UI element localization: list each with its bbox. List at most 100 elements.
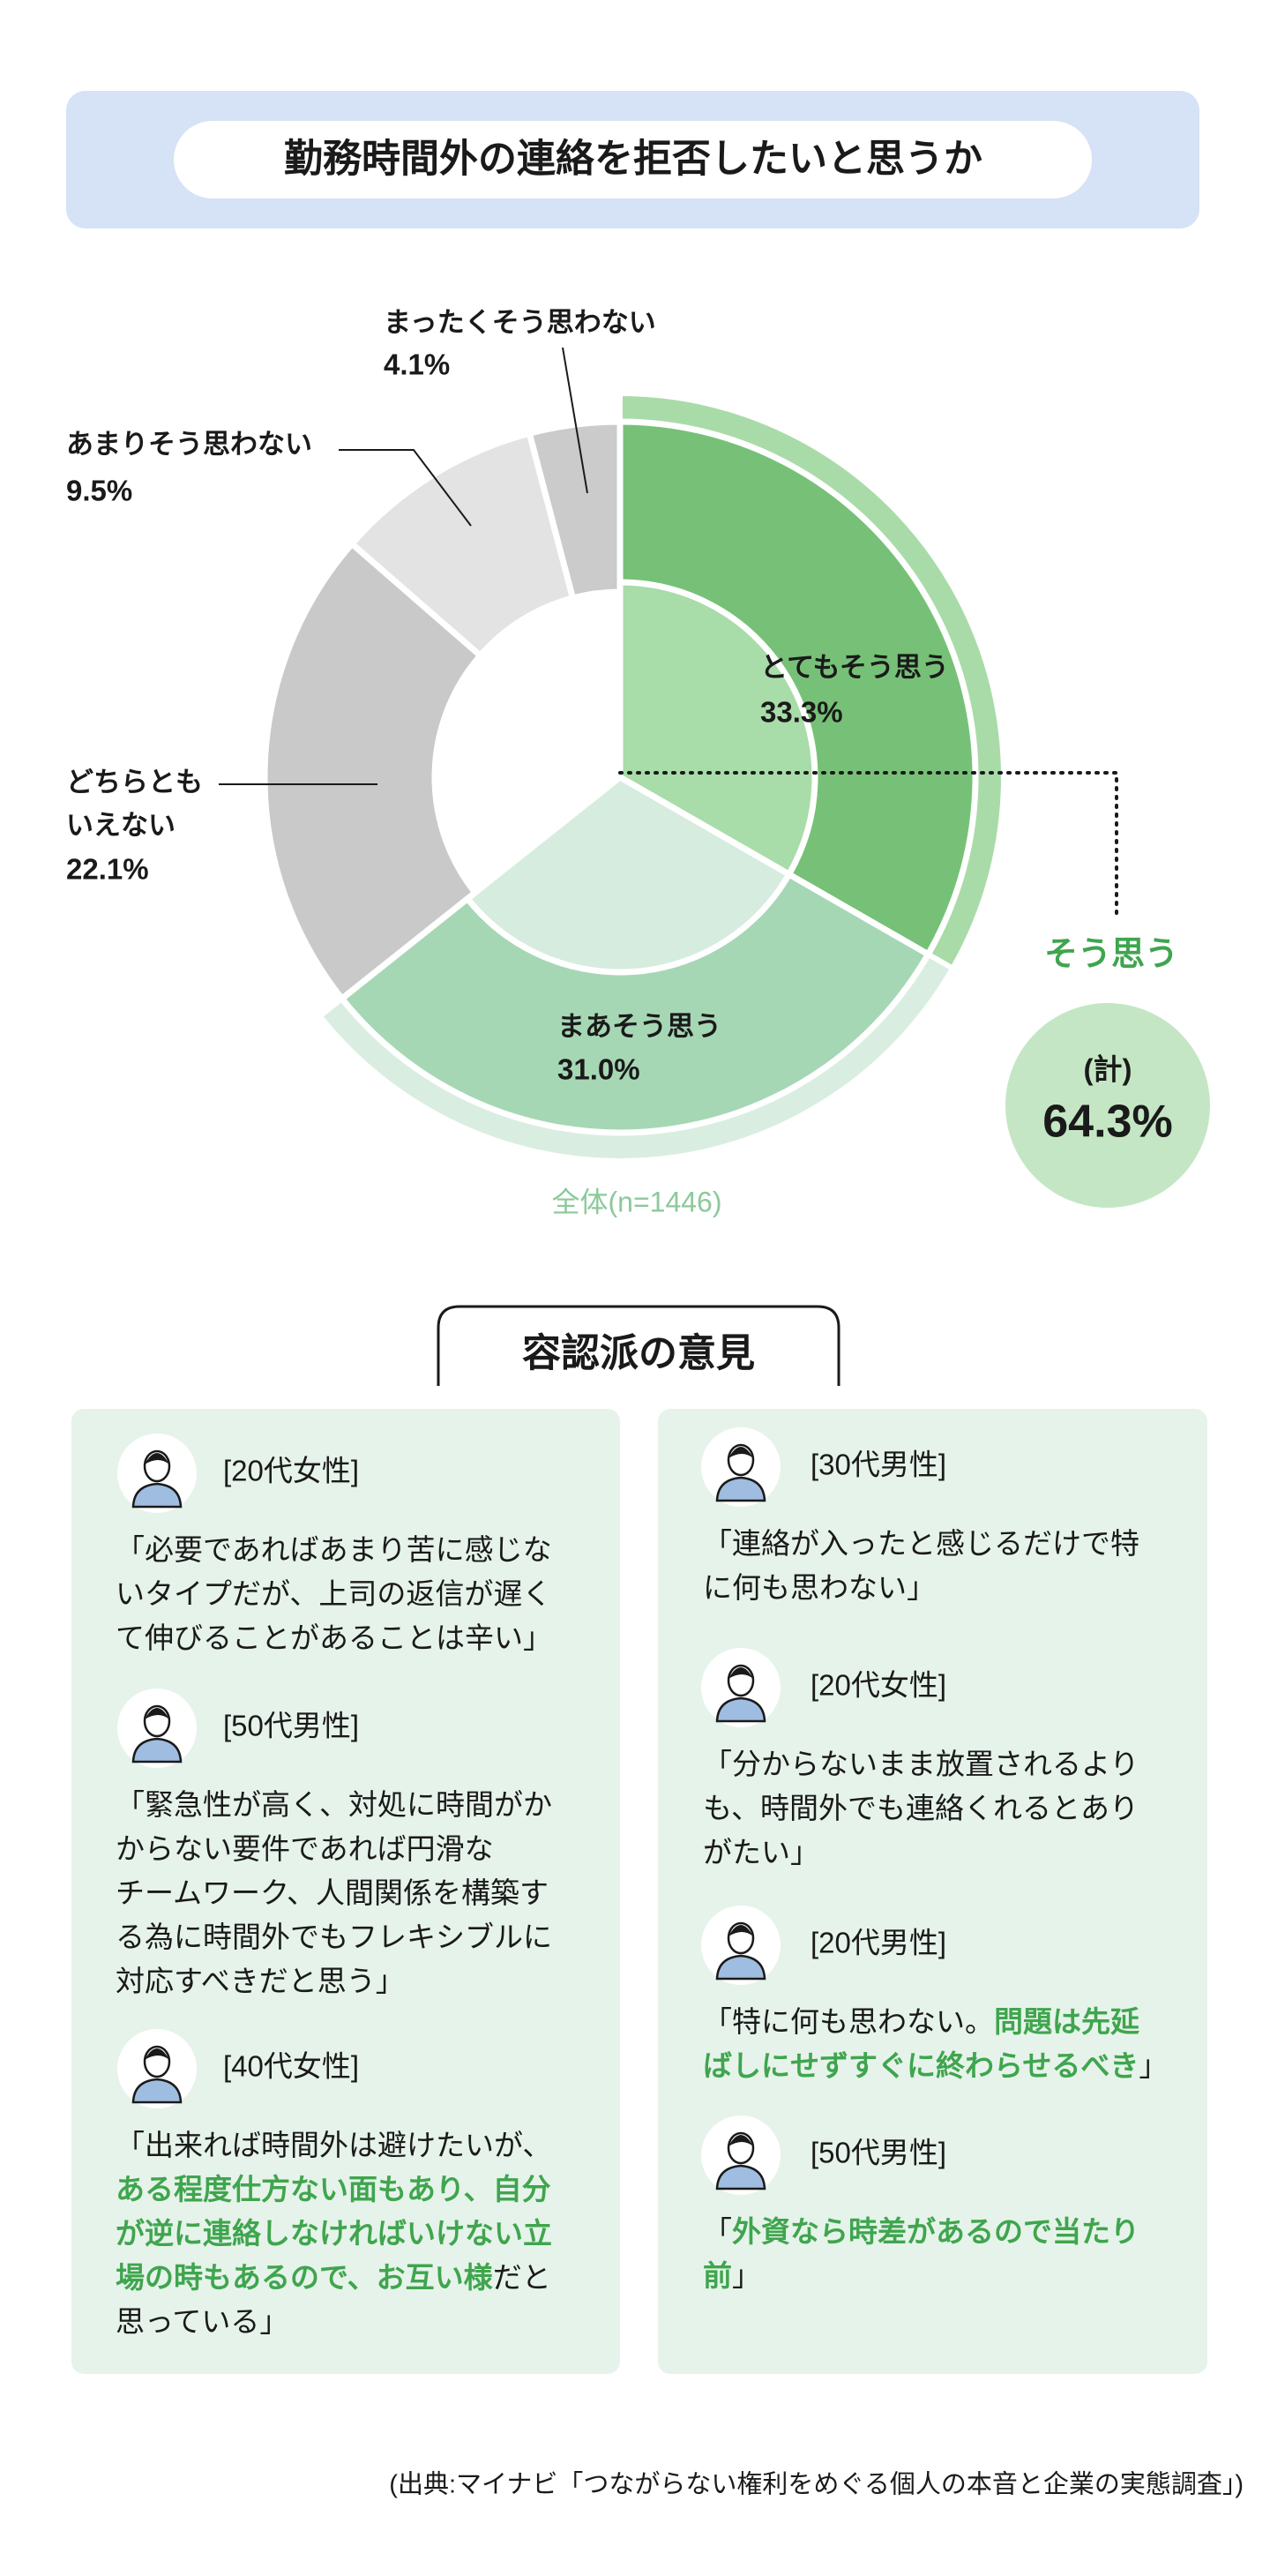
quote-segment: 外資なら時差があるので当たり bbox=[732, 2215, 1139, 2248]
quote-segment: 」 bbox=[1139, 2049, 1168, 2082]
quote-segment: いタイプだが、上司の返信が遅く bbox=[116, 1577, 551, 1610]
speaker-label: [30代男性] bbox=[811, 1449, 946, 1481]
category-label: まあそう思う bbox=[557, 1011, 721, 1042]
quote-segment: からない要件であれば円滑な bbox=[116, 1832, 494, 1865]
title-pill bbox=[174, 121, 1092, 198]
avatar-hair bbox=[728, 2135, 753, 2146]
quote-segment: ばしにせずすぐに終わらせるべき bbox=[703, 2049, 1139, 2082]
total-label: そう思う bbox=[1044, 936, 1178, 973]
quote-line: ある程度仕方ない面もあり、自分 bbox=[116, 2173, 551, 2205]
quote-line: 前」 bbox=[703, 2259, 761, 2292]
source: (出典:マイナビ「つながらない権利をめぐる個人の本音と企業の実態調査」) bbox=[389, 2470, 1244, 2499]
quote-line: 「連絡が入ったと感じるだけで特 bbox=[703, 1527, 1139, 1560]
quote-segment: 問題は先延 bbox=[994, 2005, 1140, 2038]
quote-segment: 前 bbox=[703, 2259, 732, 2292]
speaker-label: [20代女性] bbox=[223, 1455, 359, 1487]
total-note: (計) bbox=[1084, 1053, 1132, 1086]
quote-line: いタイプだが、上司の返信が遅く bbox=[116, 1577, 551, 1610]
quote-line: 思っている」 bbox=[116, 2305, 288, 2338]
quote-line: からない要件であれば円滑な bbox=[116, 1832, 494, 1865]
card bbox=[658, 1409, 1207, 2374]
quote-segment: チームワーク、人間関係を構築す bbox=[116, 1876, 549, 1909]
category-label: まったくそう思わない bbox=[384, 307, 656, 338]
avatar-hair bbox=[728, 1667, 753, 1679]
leader-line bbox=[339, 449, 472, 527]
quote-line: チームワーク、人間関係を構築す bbox=[116, 1876, 549, 1909]
quote-segment: が逆に連絡しなければいけない立 bbox=[116, 2217, 552, 2250]
sample-note: 全体(n=1446) bbox=[552, 1186, 722, 1217]
chart-title: 勤務時間外の連絡を拒否したいと思うか bbox=[284, 138, 982, 181]
avatar-body bbox=[131, 1737, 183, 1764]
quote-segment: て伸びることがあることは辛い」 bbox=[116, 1621, 552, 1654]
section-tab bbox=[437, 1305, 840, 1386]
avatar-body bbox=[715, 1696, 766, 1723]
avatar-hair bbox=[145, 1453, 169, 1464]
total-value: 64.3% bbox=[1042, 1097, 1172, 1148]
avatar-hair bbox=[145, 2048, 169, 2060]
quote-segment: 「分からないまま放置されるより bbox=[703, 1748, 1139, 1780]
avatar-body bbox=[715, 1954, 766, 1981]
quote-segment: 対応すべきだと思う」 bbox=[116, 1965, 405, 1997]
quote-line: 場の時もあるので、お互い様だと bbox=[116, 2261, 551, 2294]
quote-line: 「緊急性が高く、対処に時間がか bbox=[116, 1788, 552, 1821]
quote-line: 対応すべきだと思う」 bbox=[116, 1965, 405, 1997]
quote-segment: 「必要であればあまり苦に感じな bbox=[116, 1533, 552, 1566]
quote-segment: だと bbox=[493, 2261, 551, 2294]
quote-segment: 「出来れば時間外は避けたいが、 bbox=[116, 2129, 551, 2161]
quote-segment: 「緊急性が高く、対処に時間がか bbox=[116, 1788, 552, 1821]
speaker-label: [50代男性] bbox=[223, 1710, 359, 1742]
quote-line: 「特に何も思わない。問題は先延 bbox=[703, 2005, 1140, 2038]
avatar-hair bbox=[145, 1708, 169, 1719]
avatar-body bbox=[715, 2164, 766, 2190]
category-label: どちらともいえない bbox=[66, 767, 203, 841]
quote-line: が逆に連絡しなければいけない立 bbox=[116, 2217, 552, 2250]
category-label: とてもそう思う bbox=[760, 652, 949, 683]
donut-segment bbox=[261, 539, 485, 1003]
quote-line: 「出来れば時間外は避けたいが、 bbox=[116, 2129, 551, 2161]
section-title: 容認派の意見 bbox=[522, 1332, 755, 1375]
category-label-line: いえない bbox=[66, 810, 176, 841]
quote-segment: 「連絡が入ったと感じるだけで特 bbox=[703, 1527, 1139, 1560]
speaker-label: [20代女性] bbox=[811, 1669, 946, 1702]
avatar-body bbox=[131, 1482, 183, 1509]
avatar-body bbox=[715, 1476, 766, 1502]
quote-segment: がたい」 bbox=[703, 1836, 819, 1868]
leader-line bbox=[562, 347, 588, 494]
quote-line: がたい」 bbox=[703, 1836, 819, 1868]
quote-segment: 場の時もあるので、お互い様 bbox=[116, 2261, 494, 2294]
quote-line: て伸びることがあることは辛い」 bbox=[116, 1621, 552, 1654]
quote-segment: 「特に何も思わない。 bbox=[703, 2005, 994, 2038]
quote-line: 「分からないまま放置されるより bbox=[703, 1748, 1139, 1780]
donut-inner bbox=[616, 579, 818, 879]
quote-line: も、時間外でも連絡くれるとあり bbox=[703, 1792, 1139, 1824]
donut-segment bbox=[526, 418, 624, 603]
value-label: 22.1% bbox=[66, 853, 149, 886]
value-label: 4.1% bbox=[384, 348, 450, 381]
quote-segment: 「 bbox=[703, 2215, 732, 2248]
quote-segment: に何も思わない」 bbox=[703, 1571, 936, 1604]
quote-line: 「必要であればあまり苦に感じな bbox=[116, 1533, 552, 1566]
quote-line: 「外資なら時差があるので当たり bbox=[703, 2215, 1139, 2248]
value-label: 31.0% bbox=[557, 1053, 640, 1086]
card bbox=[71, 1409, 620, 2374]
avatar-hair bbox=[728, 1447, 753, 1458]
category-label-line: どちらとも bbox=[66, 767, 203, 798]
speaker-label: [20代男性] bbox=[811, 1927, 946, 1959]
donut-inner bbox=[463, 773, 794, 976]
leader-line bbox=[618, 771, 1118, 920]
speaker-label: [40代女性] bbox=[223, 2050, 359, 2083]
avatar-body bbox=[131, 2078, 183, 2104]
quote-segment: も、時間外でも連絡くれるとあり bbox=[703, 1792, 1139, 1824]
avatar-hair bbox=[728, 1925, 753, 1936]
quote-line: ばしにせずすぐに終わらせるべき」 bbox=[703, 2049, 1168, 2082]
total-circle bbox=[1005, 1003, 1210, 1208]
value-label: 9.5% bbox=[66, 475, 132, 507]
quote-line: る為に時間外でもフレキシブルに bbox=[116, 1921, 552, 1953]
quote-line: に何も思わない」 bbox=[703, 1571, 936, 1604]
quote-segment: 」 bbox=[732, 2259, 761, 2292]
value-label: 33.3% bbox=[760, 696, 843, 729]
quote-segment: 思っている」 bbox=[116, 2305, 288, 2338]
quote-segment: る為に時間外でもフレキシブルに bbox=[116, 1921, 552, 1953]
category-label: あまりそう思わない bbox=[66, 429, 312, 460]
